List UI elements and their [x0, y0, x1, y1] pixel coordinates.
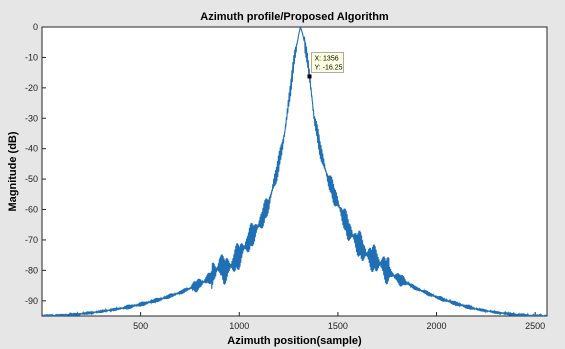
series-line: [42, 27, 547, 316]
y-tick-label: -60: [25, 205, 38, 215]
x-tick-label: 1000: [229, 321, 249, 331]
data-tip-marker[interactable]: [307, 74, 312, 79]
y-tick-label: -30: [25, 113, 38, 123]
y-tick-label: 0: [33, 22, 38, 32]
y-tick-label: -20: [25, 83, 38, 93]
y-axis: 0 -10 -20 -30 -40 -50 -60 -70 -80 -90: [25, 22, 46, 306]
y-tick-label: -80: [25, 265, 38, 275]
y-tick-label: -90: [25, 296, 38, 306]
data-tip-y: Y: -16.25: [314, 64, 342, 71]
y-tick-label: -10: [25, 52, 38, 62]
x-tick-label: 500: [133, 321, 148, 331]
y-tick-label: -50: [25, 174, 38, 184]
y-tick-label: -70: [25, 235, 38, 245]
chart-title: Azimuth profile/Proposed Algorithm: [200, 11, 389, 23]
x-tick-label: 2500: [525, 321, 545, 331]
data-tip-box: [311, 52, 344, 73]
data-tip[interactable]: X: 1356 Y: -16.25: [307, 52, 344, 79]
x-tick-label: 1500: [328, 321, 348, 331]
y-axis-label: Magnitude (dB): [7, 131, 19, 211]
data-tip-x: X: 1356: [314, 55, 338, 62]
plot-area[interactable]: [41, 26, 548, 317]
x-axis-label: Azimuth position(sample): [227, 335, 362, 347]
x-tick-label: 2000: [427, 321, 447, 331]
y-tick-label: -40: [25, 144, 38, 154]
